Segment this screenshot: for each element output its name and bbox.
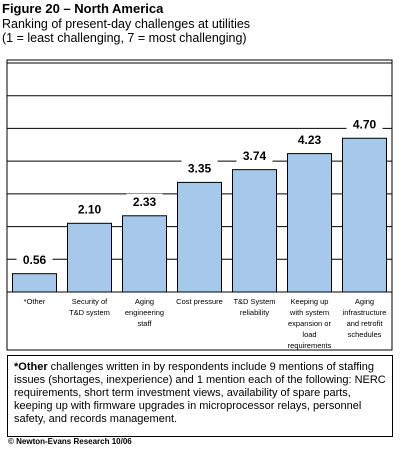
footnote: *Other challenges written in by responde…	[7, 355, 393, 437]
bar	[342, 137, 387, 293]
value-label: 3.35	[188, 162, 212, 176]
label-bg	[346, 116, 383, 133]
value-label: 4.70	[353, 117, 377, 131]
value-label: 2.33	[133, 195, 157, 209]
label-bg	[126, 193, 163, 210]
value-label: 2.10	[78, 202, 102, 216]
x-tick-label: Keeping up with system expansion or load req…	[288, 297, 332, 350]
x-tick-label: Aging engineering staff	[125, 297, 164, 328]
x-tick-label: Security of T&D system	[69, 297, 110, 317]
label-bg	[236, 147, 273, 164]
bar	[287, 153, 332, 293]
footnote-text: challenges written in by respondents inc…	[14, 361, 386, 425]
x-tick-label: Cost pressure	[176, 297, 223, 306]
bar	[122, 215, 167, 293]
chart-subtitle: Ranking of present-day challenges at uti…	[2, 17, 251, 31]
x-tick-label: *Other	[24, 297, 46, 306]
bar	[232, 169, 277, 293]
label-bg	[181, 160, 218, 177]
bar	[177, 181, 222, 293]
bar	[67, 222, 112, 293]
value-label: 4.23	[298, 133, 322, 147]
x-tick-label: T&D System reliability	[233, 297, 275, 317]
label-bg	[291, 131, 328, 148]
chart-title: Figure 20 – North America	[2, 1, 164, 16]
copyright: © Newton-Evans Research 10/06	[8, 437, 132, 446]
x-tick-label: Aging infrastructure and retrofit schedules	[343, 297, 387, 339]
value-label: 3.74	[243, 149, 267, 163]
chart-subtitle: (1 = least challenging, 7 = most challen…	[2, 31, 247, 45]
footnote-lead: *Other	[14, 361, 48, 373]
chart: *Other 0.56 Security of T&D system 2.10 Aging…	[6, 59, 393, 351]
chart-frame	[6, 59, 393, 351]
value-label: 0.56	[23, 253, 47, 267]
bar	[12, 273, 57, 293]
label-bg	[71, 201, 108, 218]
label-bg	[16, 251, 53, 268]
